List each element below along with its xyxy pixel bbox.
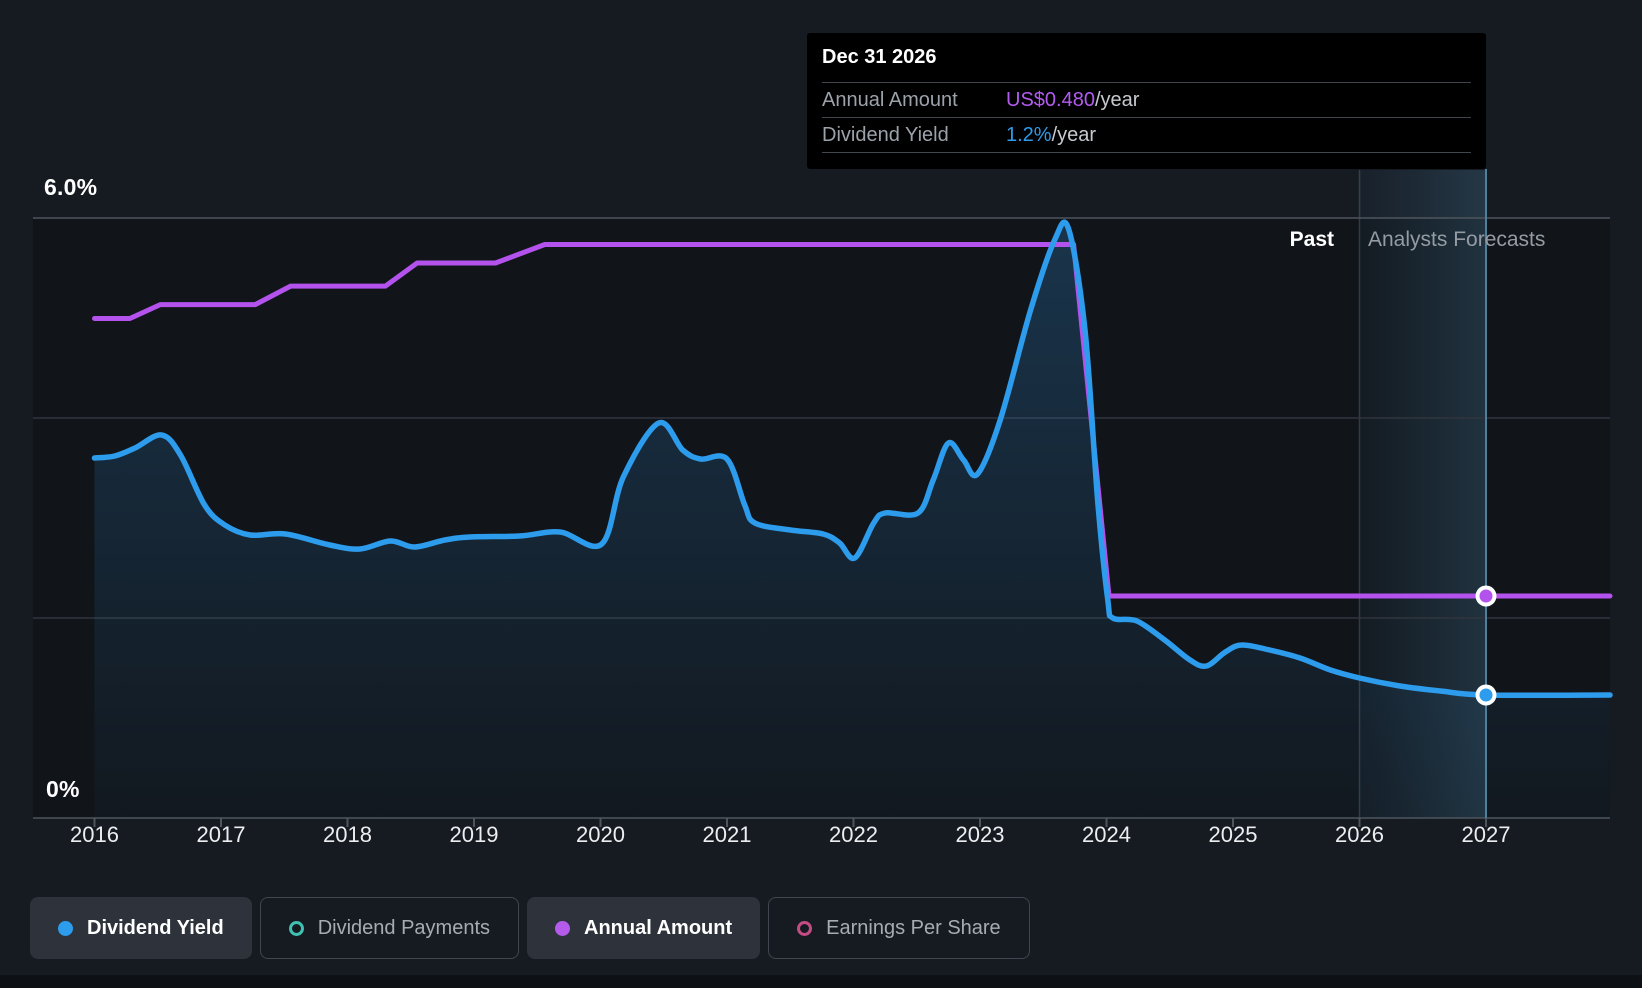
- legend-toggle-dividend-payments[interactable]: Dividend Payments: [259, 897, 520, 959]
- legend-label: Dividend Payments: [317, 916, 491, 939]
- dividend-yield-area: [94, 222, 1610, 818]
- legend-toggle-earnings-per-share[interactable]: Earnings Per Share: [768, 897, 1030, 959]
- bottom-edge-bar: [0, 975, 1642, 988]
- y-axis-top-label: 6.0%: [44, 174, 98, 200]
- tooltip-label: Annual Amount: [822, 88, 958, 111]
- x-axis-label-2019: 2019: [449, 822, 499, 847]
- x-axis-label-2022: 2022: [829, 822, 878, 847]
- earnings-per-share-ring-icon: [797, 920, 813, 936]
- dividend-yield-line: [91, 219, 1613, 699]
- legend-toggle-dividend-yield[interactable]: Dividend Yield: [30, 897, 252, 959]
- x-axis-label-2025: 2025: [1208, 822, 1258, 847]
- x-axis-label-2020: 2020: [576, 822, 625, 847]
- tooltip-value: 1.2%: [1006, 123, 1052, 146]
- tooltip-suffix: /year: [1051, 123, 1097, 146]
- past-section-label: Past: [1289, 228, 1334, 251]
- legend-label: Dividend Yield: [87, 916, 224, 939]
- x-axis-label-2021: 2021: [702, 822, 752, 847]
- hover-tooltip: Dec 31 2026 Annual Amount US$0.480/year …: [807, 33, 1486, 169]
- dividend-yield-dot-icon: [58, 920, 73, 936]
- analysts-forecasts-section-label: Analysts Forecasts: [1368, 228, 1546, 251]
- legend-label: Annual Amount: [584, 916, 733, 939]
- annual-amount-dot-icon: [555, 920, 571, 936]
- x-axis-label-2027: 2027: [1461, 822, 1511, 847]
- x-axis-label-2026: 2026: [1335, 822, 1384, 847]
- x-axis-label-2024: 2024: [1082, 822, 1131, 847]
- tooltip-label: Dividend Yield: [822, 123, 949, 146]
- tooltip-date: Dec 31 2026: [822, 33, 1471, 83]
- chart-legend: Dividend Yield Dividend Payments Annual …: [30, 897, 1030, 959]
- x-axis-label-2017: 2017: [196, 822, 246, 847]
- legend-toggle-annual-amount[interactable]: Annual Amount: [527, 897, 761, 959]
- x-axis-label-2018: 2018: [323, 822, 372, 847]
- x-axis-label-2016: 2016: [70, 822, 119, 847]
- tooltip-value: US$0.480: [1006, 88, 1095, 111]
- dividend-payments-ring-icon: [288, 920, 304, 936]
- dividend-yield-marker-dot: [1479, 688, 1493, 702]
- y-axis-bottom-label: 0%: [46, 776, 80, 802]
- legend-label: Earnings Per Share: [826, 916, 1001, 939]
- tooltip-row-dividend-yield: Dividend Yield 1.2%/year: [822, 118, 1471, 153]
- annual-amount-marker-dot: [1479, 589, 1493, 603]
- tooltip-row-annual-amount: Annual Amount US$0.480/year: [822, 83, 1471, 118]
- x-axis-label-2023: 2023: [955, 822, 1005, 847]
- tooltip-suffix: /year: [1094, 88, 1140, 111]
